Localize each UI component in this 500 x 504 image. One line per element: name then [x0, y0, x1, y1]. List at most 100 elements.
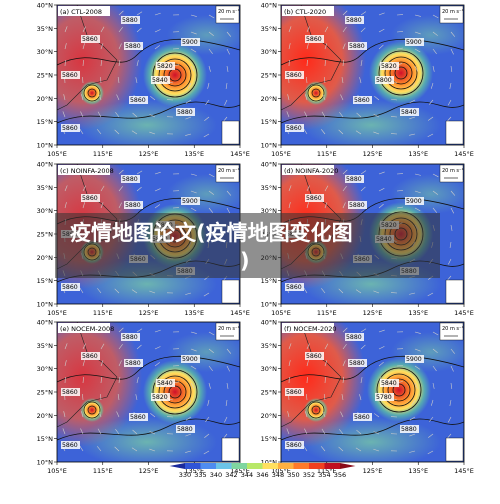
colorbar-extend	[170, 463, 186, 469]
contour-label: 5880	[177, 109, 193, 116]
lon-tick-label: 125°E	[363, 150, 383, 158]
contour-label: 5880	[349, 202, 365, 209]
lat-tick-label: 40°N	[261, 319, 278, 327]
lat-tick-label: 35°N	[37, 342, 54, 350]
colorbar-cell	[201, 463, 217, 469]
contour-label: 5880	[401, 426, 417, 433]
contour-label: 5900	[182, 356, 198, 363]
lat-tick-label: 30°N	[37, 48, 54, 56]
lon-tick-label: 135°E	[408, 467, 428, 475]
heat-spot	[80, 81, 104, 105]
lat-tick-label: 35°N	[37, 184, 54, 192]
lat-tick-label: 35°N	[37, 25, 54, 33]
lat-tick-label: 15°N	[37, 435, 54, 443]
contour-label: 5880	[125, 43, 141, 50]
contour-label: 5860	[306, 353, 322, 360]
contour-label: 5860	[286, 389, 302, 396]
colorbar-label: 356	[334, 471, 346, 479]
lat-tick-label: 30°N	[37, 207, 54, 215]
moist-region	[301, 417, 441, 467]
contour-label: 5860	[130, 97, 146, 104]
lat-tick-label: 20°N	[37, 254, 54, 262]
contour-label: 5860	[62, 125, 78, 132]
colorbar-cell	[232, 463, 248, 469]
vector-reference: 20 m s⁻¹	[218, 9, 240, 15]
colorbar-cell	[325, 463, 341, 469]
contour-label: 5820	[152, 394, 168, 401]
panel-label: (f) NOCEM-2020	[284, 325, 337, 333]
colorbar-cell	[294, 463, 310, 469]
title-line: 疫情地图论文(疫情地图变化图	[70, 221, 353, 245]
lon-tick-label: 145°E	[454, 309, 474, 317]
vector-reference: 20 m s⁻¹	[442, 168, 464, 174]
contour-label: 5860	[306, 195, 322, 202]
lon-tick-label: 115°E	[93, 150, 113, 158]
lat-tick-label: 10°N	[37, 459, 54, 467]
inset-box	[446, 280, 463, 303]
lat-tick-label: 20°N	[261, 412, 278, 420]
lat-tick-label: 30°N	[261, 365, 278, 373]
lat-tick-label: 35°N	[261, 342, 278, 350]
lat-tick-label: 25°N	[261, 389, 278, 397]
inset-box	[222, 121, 239, 144]
contour-label: 5880	[349, 360, 365, 367]
lat-tick-label: 40°N	[37, 2, 54, 10]
moist-region	[77, 417, 217, 467]
lon-tick-label: 145°E	[230, 309, 250, 317]
heat-spot	[80, 398, 104, 422]
colorbar-cell	[216, 463, 232, 469]
inset-box	[446, 438, 463, 461]
contour-label: 5880	[125, 202, 141, 209]
lat-tick-label: 40°N	[261, 161, 278, 169]
contour-label: 5860	[354, 414, 370, 421]
lon-tick-label: 105°E	[271, 150, 291, 158]
lon-tick-label: 145°E	[230, 150, 250, 158]
contour-label: 5820	[157, 63, 173, 70]
lat-tick-label: 40°N	[37, 319, 54, 327]
contour-label: 5860	[62, 389, 78, 396]
panel-label: (e) NOCEM-2008	[60, 325, 114, 333]
contour-label: 5860	[82, 353, 98, 360]
colorbar-label: 342	[225, 471, 237, 479]
colorbar-label: 340	[210, 471, 222, 479]
contour-label: 5900	[406, 198, 422, 205]
panel-label: (d) NOINFA-2020	[284, 167, 338, 175]
inset-box	[222, 438, 239, 461]
lat-tick-label: 25°N	[37, 231, 54, 239]
lat-tick-label: 15°N	[37, 277, 54, 285]
colorbar-label: 348	[272, 471, 284, 479]
contour-label: 5840	[401, 109, 417, 116]
lon-tick-label: 125°E	[363, 309, 383, 317]
colorbar-label: 335	[194, 471, 206, 479]
contour-label: 5860	[62, 284, 78, 291]
contour-label: 5860	[62, 442, 78, 449]
map-field	[246, 307, 471, 467]
inset-box	[222, 280, 239, 303]
title-line: )	[240, 249, 250, 273]
panel-label: (b) CTL-2020	[284, 8, 326, 16]
map-field	[22, 307, 247, 467]
contour-label: 5860	[306, 36, 322, 43]
colorbar-label: 330	[179, 471, 191, 479]
lon-tick-label: 125°E	[363, 467, 383, 475]
contour-label: 5780	[376, 394, 392, 401]
lat-tick-label: 40°N	[37, 161, 54, 169]
contour-label: 5880	[346, 334, 362, 341]
contour-label: 5900	[182, 198, 198, 205]
lat-tick-label: 40°N	[261, 2, 278, 10]
lat-tick-label: 25°N	[37, 389, 54, 397]
lon-tick-label: 135°E	[408, 150, 428, 158]
lat-tick-label: 20°N	[37, 95, 54, 103]
moist-region	[77, 100, 217, 150]
contour-label: 5860	[62, 72, 78, 79]
title-overlay: 疫情地图论文(疫情地图变化图 )	[55, 213, 440, 278]
lat-tick-label: 10°N	[261, 301, 278, 309]
lat-tick-label: 10°N	[37, 301, 54, 309]
lat-tick-label: 15°N	[37, 118, 54, 126]
lon-tick-label: 145°E	[454, 150, 474, 158]
lat-tick-label: 35°N	[261, 25, 278, 33]
inset-box	[446, 121, 463, 144]
